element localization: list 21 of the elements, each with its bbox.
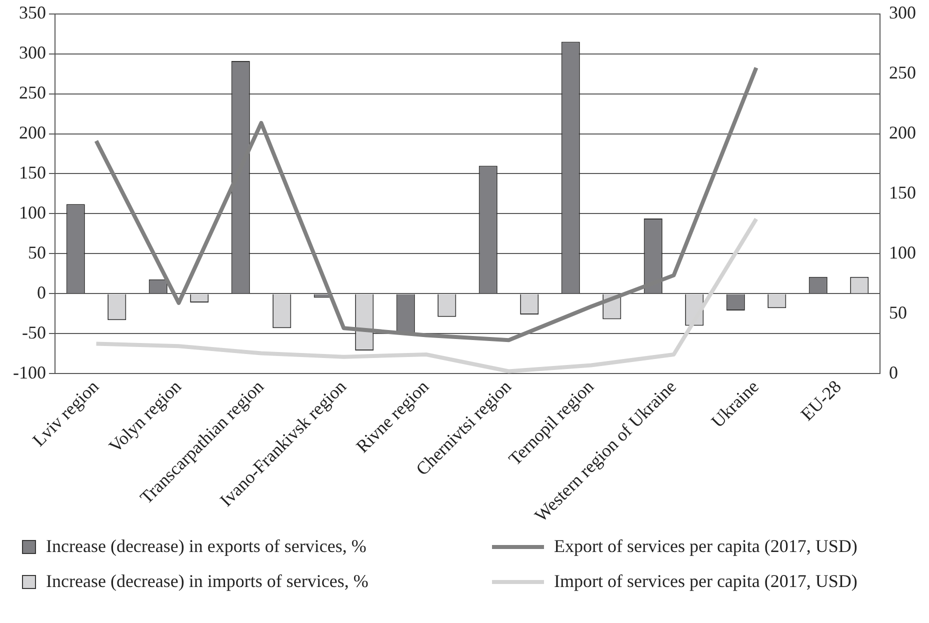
legend-label: Increase (decrease) in exports of services, % bbox=[46, 536, 366, 557]
y2-tick-label: 300 bbox=[889, 2, 916, 23]
y-tick-label: 200 bbox=[18, 122, 46, 142]
y2-tick-label: 200 bbox=[889, 122, 916, 142]
y2-tick-label: 250 bbox=[889, 62, 916, 83]
y2-tick-label: 100 bbox=[889, 242, 916, 262]
y-tick-label: -100 bbox=[12, 362, 46, 382]
y2-tick-label: 50 bbox=[889, 302, 907, 322]
y-tick-label: 100 bbox=[18, 202, 46, 222]
y2-tick-label: 0 bbox=[889, 362, 898, 382]
legend-label: Export of services per capita (2017, USD) bbox=[554, 536, 858, 557]
y-tick-label: 0 bbox=[36, 282, 46, 302]
y-tick-label: 50 bbox=[28, 242, 46, 262]
y2-tick-label: 150 bbox=[889, 182, 916, 202]
y-tick-label: 350 bbox=[18, 2, 46, 23]
y-tick-label: 250 bbox=[18, 82, 46, 103]
y-tick-label: 300 bbox=[18, 42, 46, 63]
legend-label: Increase (decrease) in imports of services, % bbox=[46, 571, 368, 592]
y-tick-label: -50 bbox=[22, 322, 46, 342]
legend-label: Import of services per capita (2017, USD) bbox=[554, 571, 858, 592]
y-tick-label: 150 bbox=[18, 162, 46, 182]
